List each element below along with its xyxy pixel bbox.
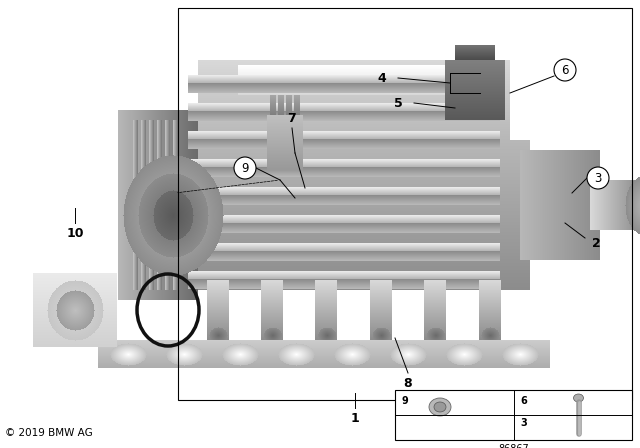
Ellipse shape — [429, 398, 451, 416]
Text: 9: 9 — [241, 161, 249, 175]
Text: 2: 2 — [591, 237, 600, 250]
Ellipse shape — [573, 394, 584, 402]
Text: 86867: 86867 — [498, 444, 529, 448]
Circle shape — [234, 157, 256, 179]
Circle shape — [587, 167, 609, 189]
Text: 4: 4 — [378, 72, 387, 85]
Circle shape — [554, 59, 576, 81]
Bar — [395, 390, 632, 440]
Text: 1: 1 — [351, 412, 360, 425]
Ellipse shape — [434, 402, 446, 412]
Text: 9: 9 — [402, 396, 408, 406]
Bar — [178, 8, 632, 400]
Text: © 2019 BMW AG: © 2019 BMW AG — [5, 428, 93, 438]
Text: 5: 5 — [394, 96, 403, 109]
Text: 6: 6 — [520, 396, 527, 406]
Text: 3: 3 — [595, 172, 602, 185]
Text: 6: 6 — [561, 64, 569, 77]
Text: 8: 8 — [404, 376, 412, 389]
Text: 7: 7 — [287, 112, 296, 125]
Text: 10: 10 — [67, 227, 84, 240]
Text: 3: 3 — [520, 418, 527, 428]
